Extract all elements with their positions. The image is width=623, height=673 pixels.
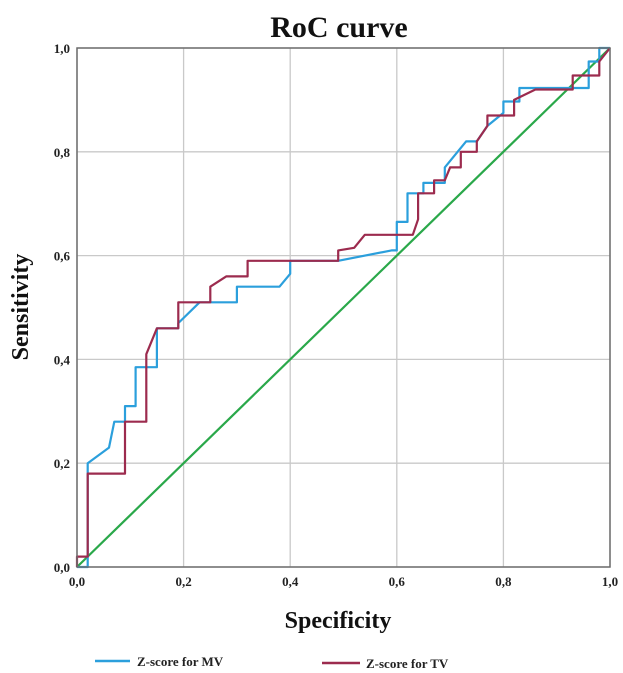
x-tick-label: 0,8 — [495, 574, 512, 589]
x-axis-label: Specificity — [285, 608, 392, 634]
y-tick-label: 0,6 — [54, 249, 71, 264]
x-tick-label: 0,2 — [175, 574, 191, 589]
x-tick-label: 0,0 — [69, 574, 85, 589]
x-tick-label: 1,0 — [602, 574, 618, 589]
legend-label-tv: Z-score for TV — [366, 656, 449, 671]
y-tick-label: 0,2 — [54, 456, 70, 471]
legend-label-mv: Z-score for MV — [137, 654, 224, 669]
series-line-mv — [77, 46, 610, 569]
y-tick-labels: 0,0 0,2 0,4 0,6 0,8 1,0 — [54, 41, 71, 575]
chart-title: RoC curve — [270, 11, 407, 44]
y-tick-label: 1,0 — [54, 41, 70, 56]
reference-diagonal-line — [76, 47, 611, 568]
x-tick-labels: 0,0 0,2 0,4 0,6 0,8 1,0 — [69, 574, 618, 589]
legend: Z-score for MV Z-score for TV — [95, 654, 449, 671]
x-tick-label: 0,6 — [389, 574, 406, 589]
plot-frame — [76, 47, 611, 568]
y-axis-label: Sensitivity — [8, 254, 34, 361]
y-tick-label: 0,0 — [54, 560, 70, 575]
y-tick-label: 0,4 — [54, 352, 71, 367]
x-tick-label: 0,4 — [282, 574, 299, 589]
y-tick-label: 0,8 — [54, 145, 71, 160]
series-line-tv — [75, 47, 611, 567]
series-layer — [75, 46, 611, 569]
